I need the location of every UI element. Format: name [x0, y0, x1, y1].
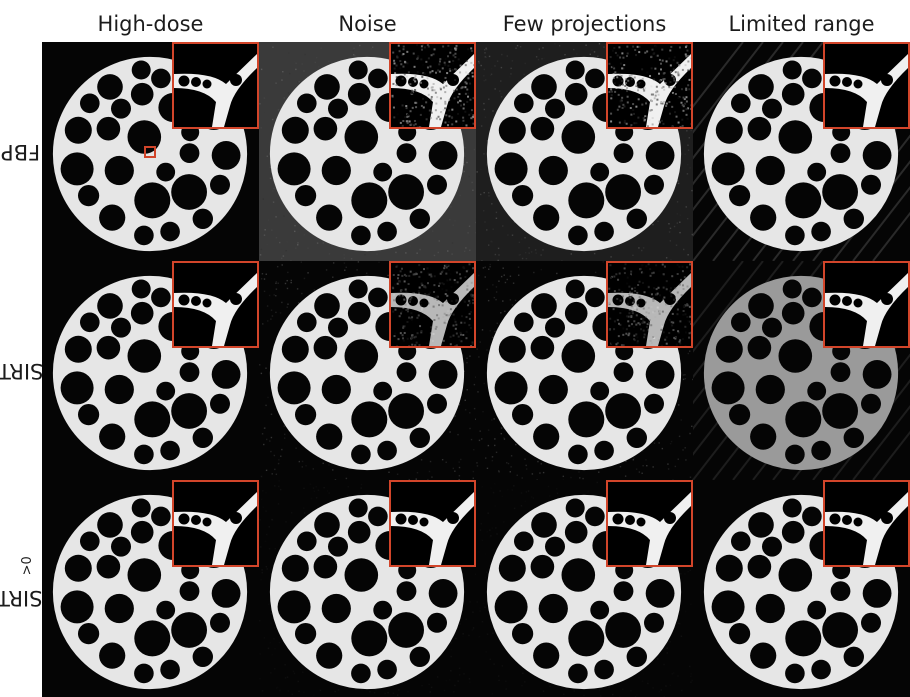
column-header-few-projections: Few projections: [502, 12, 667, 36]
row-header-sirt-nonneg: SIRT >0: [0, 480, 42, 697]
panel-sirt-limited-range: [693, 261, 910, 480]
panel-sirt-noise: [259, 261, 476, 480]
panel-fbp-few-projections: [476, 42, 693, 261]
row-header-sirt: SIRT: [0, 261, 44, 480]
panel-fbp-high-dose: [42, 42, 259, 261]
row-label-sirt: SIRT: [0, 358, 44, 383]
zoom-inset-fbp-limited-range: [823, 42, 910, 129]
panel-fbp-limited-range: [693, 42, 910, 261]
zoom-inset-fbp-few-projections: [606, 42, 693, 129]
panel-sirt-nonneg-limited-range: [693, 480, 910, 697]
row-label-sirt-nonneg: SIRT: [0, 586, 43, 611]
zoom-inset-sirt-few-projections: [606, 261, 693, 348]
zoom-inset-sirt-nonneg-limited-range: [823, 480, 910, 567]
zoom-inset-sirt-noise: [389, 261, 476, 348]
zoom-inset-sirt-nonneg-high-dose: [172, 480, 259, 567]
zoom-inset-sirt-limited-range: [823, 261, 910, 348]
row-label-fbp: FBP: [1, 139, 41, 164]
panel-fbp-noise: [259, 42, 476, 261]
panel-sirt-few-projections: [476, 261, 693, 480]
panel-sirt-nonneg-few-projections: [476, 480, 693, 697]
row-label-sirt-nonneg-subscript: >0: [19, 556, 35, 576]
panel-sirt-nonneg-high-dose: [42, 480, 259, 697]
region-of-interest-marker: [144, 146, 156, 158]
panel-sirt-nonneg-noise: [259, 480, 476, 697]
column-header-high-dose: High-dose: [97, 12, 204, 36]
zoom-inset-sirt-high-dose: [172, 261, 259, 348]
row-header-fbp: FBP: [0, 42, 42, 261]
zoom-inset-sirt-nonneg-few-projections: [606, 480, 693, 567]
zoom-inset-sirt-nonneg-noise: [389, 480, 476, 567]
reconstruction-grid: [42, 42, 910, 697]
panel-sirt-high-dose: [42, 261, 259, 480]
column-header-limited-range: Limited range: [728, 12, 875, 36]
zoom-inset-fbp-high-dose: [172, 42, 259, 129]
column-header-noise: Noise: [338, 12, 397, 36]
zoom-inset-fbp-noise: [389, 42, 476, 129]
